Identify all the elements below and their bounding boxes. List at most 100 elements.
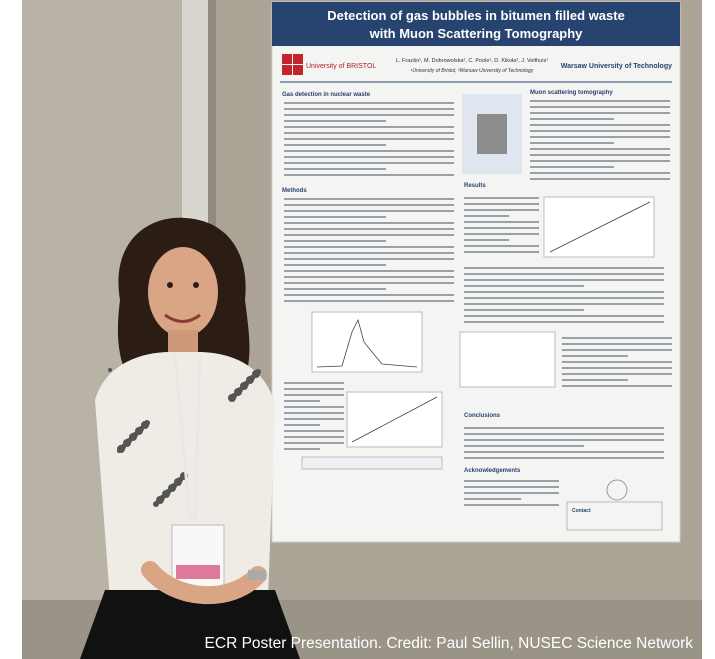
text-line — [284, 270, 454, 272]
text-line — [530, 178, 670, 180]
logo-text: University of BRISTOL — [306, 63, 376, 70]
text-line — [562, 349, 672, 351]
text-line — [464, 239, 509, 241]
plot — [543, 196, 655, 258]
text-line — [464, 427, 664, 429]
title-band — [272, 2, 680, 46]
text-line — [464, 433, 664, 435]
text-line — [464, 273, 664, 275]
text-line — [464, 251, 539, 253]
text-line — [284, 102, 454, 104]
text-line — [464, 203, 539, 205]
text-line — [284, 382, 344, 384]
poster-title: Detection of gas bubbles in bitumen fill… — [327, 8, 625, 23]
text-line — [284, 388, 344, 390]
text-line — [464, 486, 559, 488]
text-line — [284, 418, 344, 420]
section-heading: Conclusions — [464, 413, 501, 419]
poster-title: with Muon Scattering Tomography — [369, 26, 584, 41]
text-line — [562, 373, 672, 375]
text-line — [562, 343, 672, 345]
text-line — [562, 367, 672, 369]
text-line — [530, 154, 670, 156]
text-line — [284, 216, 386, 218]
text-line — [284, 150, 454, 152]
logo-text: Warsaw University of Technology — [561, 63, 672, 70]
logo — [606, 479, 628, 501]
text-line — [562, 355, 628, 357]
skirt — [80, 590, 300, 659]
text-line — [530, 118, 614, 120]
text-line — [284, 174, 454, 176]
text-line — [464, 221, 539, 223]
section-heading: Results — [464, 183, 486, 189]
plot-line — [351, 396, 438, 443]
pattern-dot — [228, 394, 236, 402]
text-line — [284, 114, 454, 116]
text-line — [284, 258, 454, 260]
text-line — [284, 400, 320, 402]
plot-line — [316, 318, 418, 368]
text-line — [284, 156, 454, 158]
text-line — [464, 285, 584, 287]
text-line — [464, 197, 539, 199]
text-line — [284, 228, 454, 230]
pattern-dot — [117, 449, 121, 453]
text-line — [530, 112, 670, 114]
text-line — [464, 321, 664, 323]
text-line — [464, 457, 664, 459]
logo-square — [282, 65, 292, 75]
lanyard — [173, 354, 202, 521]
person — [80, 217, 300, 659]
text-line — [464, 245, 539, 247]
text-lines — [284, 100, 672, 506]
logo-square — [293, 65, 303, 75]
text-line — [530, 142, 614, 144]
text-line — [530, 160, 670, 162]
contact-box — [566, 501, 663, 531]
text-line — [464, 209, 539, 211]
text-line — [464, 445, 584, 447]
face — [148, 247, 218, 337]
text-line — [284, 246, 454, 248]
text-line — [284, 436, 344, 438]
text-line — [284, 132, 454, 134]
panel-shadow — [208, 0, 216, 240]
text-line — [284, 222, 454, 224]
watch — [248, 570, 266, 580]
panel-edge — [182, 0, 208, 240]
text-line — [464, 233, 539, 235]
text-line — [464, 297, 664, 299]
text-line — [464, 492, 559, 494]
text-line — [284, 448, 320, 450]
text-line — [284, 120, 386, 122]
plot — [459, 331, 556, 388]
text-line — [464, 315, 664, 317]
text-line — [284, 144, 386, 146]
formula-box — [301, 456, 443, 470]
diagram-block — [477, 114, 507, 154]
section-heading: Contact — [572, 508, 591, 514]
plot-line — [549, 201, 651, 253]
text-line — [464, 504, 559, 506]
text-line — [284, 252, 454, 254]
text-line — [284, 126, 454, 128]
text-line — [284, 210, 454, 212]
pattern-dot — [108, 368, 112, 372]
text-line — [562, 337, 672, 339]
text-line — [562, 379, 628, 381]
text-line — [562, 361, 672, 363]
text-line — [284, 168, 386, 170]
poster: Detection of gas bubbles in bitumen fill… — [271, 1, 681, 543]
plot — [311, 311, 423, 373]
text-line — [284, 162, 454, 164]
text-line — [284, 442, 344, 444]
logo-square — [293, 54, 303, 64]
text-line — [464, 279, 664, 281]
text-line — [284, 430, 344, 432]
text-line — [284, 394, 344, 396]
text-line — [284, 240, 386, 242]
text-line — [284, 204, 454, 206]
text-line — [464, 480, 559, 482]
